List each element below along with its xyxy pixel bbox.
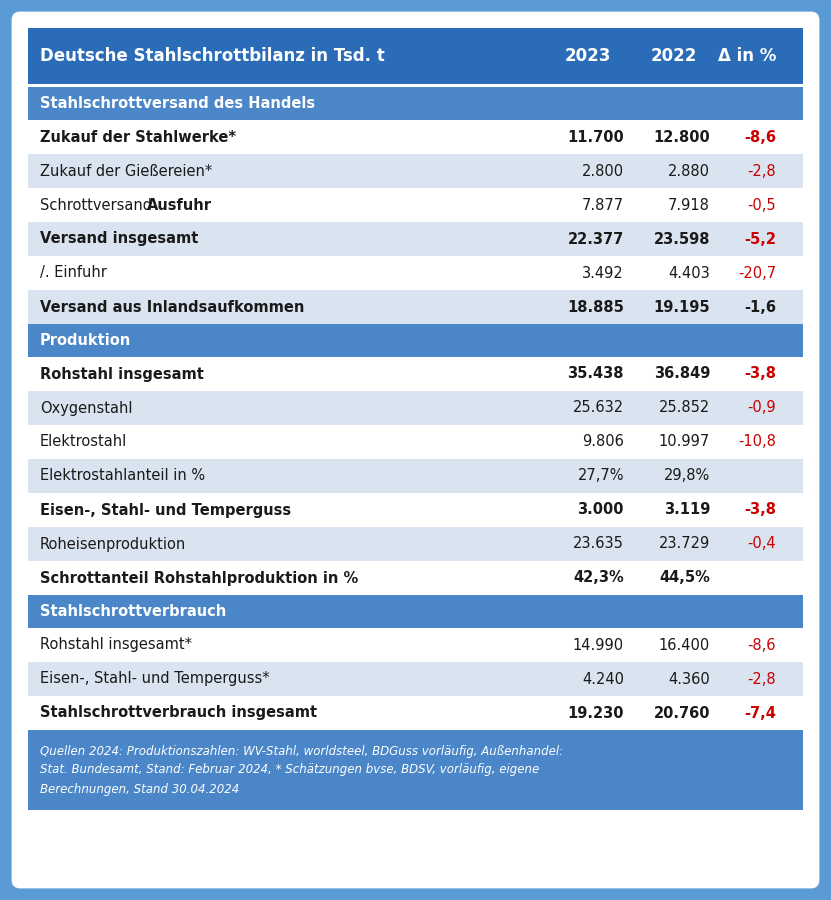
Text: Zukauf der Stahlwerke*: Zukauf der Stahlwerke* <box>40 130 236 145</box>
Text: 23.598: 23.598 <box>653 231 710 247</box>
Bar <box>28 87 803 120</box>
Text: Zukauf der Gießereien*: Zukauf der Gießereien* <box>40 164 212 178</box>
Text: Stahlschrottverbrauch insgesamt: Stahlschrottverbrauch insgesamt <box>40 706 317 721</box>
Text: Versand insgesamt: Versand insgesamt <box>40 231 199 247</box>
Text: -5,2: -5,2 <box>744 231 776 247</box>
Text: 4.360: 4.360 <box>668 671 710 687</box>
Text: 3.000: 3.000 <box>578 502 624 518</box>
Text: 11.700: 11.700 <box>568 130 624 145</box>
Text: -8,6: -8,6 <box>744 130 776 145</box>
Text: Stahlschrottversand des Handels: Stahlschrottversand des Handels <box>40 96 315 111</box>
Bar <box>28 459 803 493</box>
Text: Eisen-, Stahl- und Temperguss: Eisen-, Stahl- und Temperguss <box>40 502 291 518</box>
Bar <box>28 561 803 595</box>
Bar <box>28 493 803 527</box>
Text: /. Einfuhr: /. Einfuhr <box>40 266 107 281</box>
Text: 12.800: 12.800 <box>653 130 710 145</box>
Text: 25.632: 25.632 <box>573 400 624 416</box>
Text: 20.760: 20.760 <box>653 706 710 721</box>
Text: -1,6: -1,6 <box>744 300 776 314</box>
Text: 44,5%: 44,5% <box>659 571 710 586</box>
Bar <box>28 425 803 459</box>
Text: 23.635: 23.635 <box>573 536 624 552</box>
Text: -2,8: -2,8 <box>747 164 776 178</box>
Text: 23.729: 23.729 <box>659 536 710 552</box>
Text: 29,8%: 29,8% <box>664 469 710 483</box>
Text: -2,8: -2,8 <box>747 671 776 687</box>
Text: Rohstahl insgesamt: Rohstahl insgesamt <box>40 366 204 382</box>
Text: -8,6: -8,6 <box>748 637 776 652</box>
Bar <box>28 527 803 561</box>
Text: Δ in %: Δ in % <box>718 47 776 65</box>
Text: Quellen 2024: Produktionszahlen: WV-Stahl, worldsteel, BDGuss vorläufig, Außenha: Quellen 2024: Produktionszahlen: WV-Stah… <box>40 744 563 796</box>
Text: 22.377: 22.377 <box>568 231 624 247</box>
Text: 2.880: 2.880 <box>668 164 710 178</box>
Bar <box>28 696 803 730</box>
Bar <box>28 256 803 290</box>
Text: 19.230: 19.230 <box>568 706 624 721</box>
Text: Rohstahl insgesamt*: Rohstahl insgesamt* <box>40 637 192 652</box>
Text: 2023: 2023 <box>565 47 611 65</box>
Text: 14.990: 14.990 <box>573 637 624 652</box>
Text: 18.885: 18.885 <box>567 300 624 314</box>
Text: Roheisenproduktion: Roheisenproduktion <box>40 536 186 552</box>
Text: -0,9: -0,9 <box>747 400 776 416</box>
Bar <box>28 730 803 810</box>
Bar <box>28 188 803 222</box>
Bar <box>28 628 803 662</box>
Text: 36.849: 36.849 <box>654 366 710 382</box>
Text: 35.438: 35.438 <box>568 366 624 382</box>
Text: 3.492: 3.492 <box>583 266 624 281</box>
Bar <box>28 28 803 84</box>
Text: Versand aus Inlandsaufkommen: Versand aus Inlandsaufkommen <box>40 300 304 314</box>
Text: -20,7: -20,7 <box>738 266 776 281</box>
Text: 3.119: 3.119 <box>664 502 710 518</box>
Text: Schrottanteil Rohstahlproduktion in %: Schrottanteil Rohstahlproduktion in % <box>40 571 358 586</box>
Text: 7.877: 7.877 <box>582 197 624 212</box>
Text: 25.852: 25.852 <box>659 400 710 416</box>
Text: 10.997: 10.997 <box>659 435 710 449</box>
Bar <box>28 357 803 391</box>
Text: 2.800: 2.800 <box>582 164 624 178</box>
Text: 42,3%: 42,3% <box>573 571 624 586</box>
Text: -0,4: -0,4 <box>747 536 776 552</box>
Bar <box>28 391 803 425</box>
Text: -0,5: -0,5 <box>747 197 776 212</box>
Text: -3,8: -3,8 <box>744 502 776 518</box>
Text: Stahlschrottverbrauch: Stahlschrottverbrauch <box>40 604 226 619</box>
Text: 19.195: 19.195 <box>653 300 710 314</box>
Text: 4.240: 4.240 <box>582 671 624 687</box>
Text: Produktion: Produktion <box>40 333 131 348</box>
Bar <box>28 222 803 256</box>
Text: 27,7%: 27,7% <box>578 469 624 483</box>
Text: -10,8: -10,8 <box>738 435 776 449</box>
Text: 16.400: 16.400 <box>659 637 710 652</box>
Text: Elektrostahlanteil in %: Elektrostahlanteil in % <box>40 469 205 483</box>
Bar <box>28 290 803 324</box>
Text: Schrottversand: Schrottversand <box>40 197 156 212</box>
Text: -7,4: -7,4 <box>744 706 776 721</box>
Text: Oxygenstahl: Oxygenstahl <box>40 400 132 416</box>
Bar <box>28 154 803 188</box>
Text: Elektrostahl: Elektrostahl <box>40 435 127 449</box>
FancyBboxPatch shape <box>13 13 818 887</box>
Bar <box>28 324 803 357</box>
Text: 9.806: 9.806 <box>583 435 624 449</box>
Bar <box>28 595 803 628</box>
Text: 2022: 2022 <box>651 47 697 65</box>
Text: 4.403: 4.403 <box>668 266 710 281</box>
Text: Deutsche Stahlschrottbilanz in Tsd. t: Deutsche Stahlschrottbilanz in Tsd. t <box>40 47 385 65</box>
Bar <box>28 662 803 696</box>
Text: Ausfuhr: Ausfuhr <box>147 197 212 212</box>
Text: -3,8: -3,8 <box>744 366 776 382</box>
Text: 7.918: 7.918 <box>668 197 710 212</box>
FancyBboxPatch shape <box>6 6 825 894</box>
Bar <box>28 120 803 154</box>
Text: Eisen-, Stahl- und Temperguss*: Eisen-, Stahl- und Temperguss* <box>40 671 269 687</box>
